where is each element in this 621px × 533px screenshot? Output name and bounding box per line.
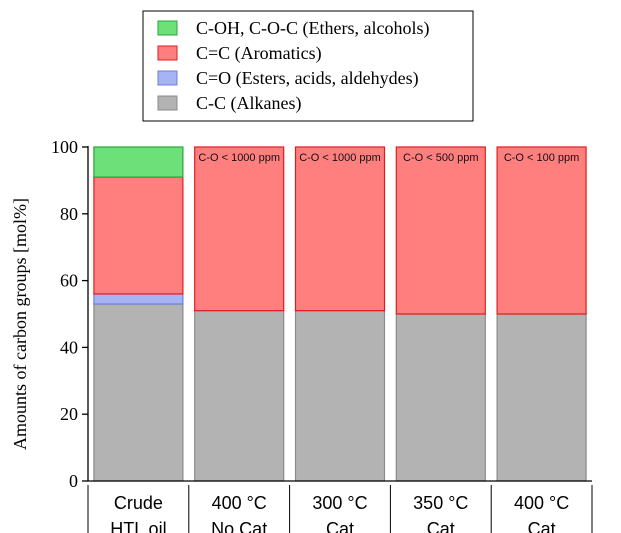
y-tick-label-80: 80 (60, 204, 78, 224)
x-tick-label-3-0: 350 °C (413, 493, 468, 513)
bar-segment-1-series-2 (194, 146, 285, 312)
bar-annotation-3: C-O < 500 ppm (403, 152, 479, 164)
y-tick-label-60: 60 (60, 271, 78, 291)
bar-annotation-1: C-O < 1000 ppm (198, 152, 280, 164)
y-axis-label: Amounts of carbon groups [mol%] (10, 198, 30, 450)
legend-swatch-0 (157, 95, 178, 111)
y-tick-label-0: 0 (69, 471, 78, 491)
x-tick-label-0-1: HTL oil (110, 519, 166, 533)
legend-label-1: C=O (Esters, acids, aldehydes) (196, 68, 419, 89)
legend-frame (142, 10, 474, 122)
bar-segment-4-series-2 (496, 146, 587, 315)
legend-label-2: C=C (Aromatics) (196, 43, 322, 64)
bar-segment-0-series-2 (93, 176, 184, 295)
bar-segment-3-series-2 (395, 146, 486, 315)
axes: 0 20 40 60 80 100 Amounts of carbon groups [mo… (10, 137, 593, 533)
bar-segment-2-series-0 (294, 310, 386, 482)
x-tick-label-3-1: Cat (427, 519, 455, 533)
bar-annotation-2: C-O < 1000 ppm (299, 152, 381, 164)
bar-segment-2-series-2 (294, 146, 386, 312)
annotations: C-O < 1000 ppm C-O < 1000 ppm C-O < 500 pp… (198, 152, 579, 164)
x-tick-label-2-1: Cat (326, 519, 354, 533)
legend-swatch-2 (157, 45, 178, 61)
x-tick-label-4-0: 400 °C (514, 493, 569, 513)
bar-segment-0-series-3 (93, 146, 184, 178)
legend-swatch-1 (157, 70, 178, 86)
x-tick-label-2-0: 300 °C (312, 493, 367, 513)
legend-label-0: C-C (Alkanes) (196, 93, 301, 114)
bar-segment-1-series-0 (194, 310, 285, 482)
y-tick-label-40: 40 (60, 337, 78, 357)
x-tick-label-1-0: 400 °C (212, 493, 267, 513)
x-tick-label-4-1: Cat (528, 519, 556, 533)
legend-swatch-3 (157, 20, 178, 36)
x-tick-label-0-0: Crude (114, 493, 163, 513)
bar-segment-0-series-0 (93, 303, 184, 482)
x-tick-label-1-1: No Cat (211, 519, 267, 533)
legend: C-OH, C-O-C (Ethers, alcohols) C=C (Aroma… (142, 10, 474, 122)
bar-segment-3-series-0 (395, 313, 486, 482)
bar-segment-0-series-1 (93, 293, 184, 305)
y-tick-label-100: 100 (51, 137, 78, 157)
bar-segment-4-series-0 (496, 313, 587, 482)
bar-annotation-4: C-O < 100 ppm (504, 152, 580, 164)
y-tick-label-20: 20 (60, 404, 78, 424)
bars (93, 146, 587, 482)
legend-label-3: C-OH, C-O-C (Ethers, alcohols) (196, 18, 429, 39)
